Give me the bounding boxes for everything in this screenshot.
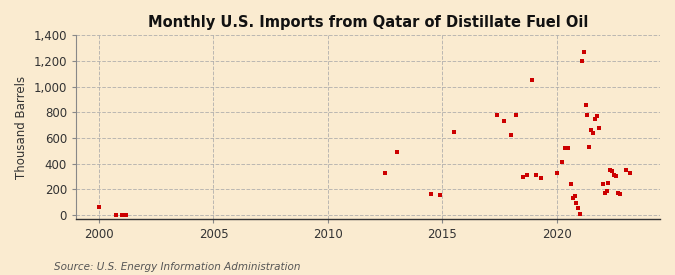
Point [94, 205, 105, 209]
Point [591, 114, 602, 118]
Point [605, 168, 616, 172]
Point [576, 59, 587, 63]
Point [517, 175, 528, 179]
Point [603, 181, 614, 186]
Point [584, 145, 595, 149]
Point [614, 191, 625, 196]
Point [392, 150, 402, 154]
Text: Source: U.S. Energy Information Administration: Source: U.S. Energy Information Administ… [54, 262, 300, 272]
Y-axis label: Thousand Barrels: Thousand Barrels [15, 75, 28, 178]
Point [556, 160, 567, 164]
Point [551, 170, 562, 175]
Point [526, 78, 537, 82]
Point [620, 168, 631, 172]
Point [611, 174, 622, 178]
Point [510, 113, 521, 117]
Point [570, 194, 580, 199]
Point [593, 125, 604, 130]
Point [590, 117, 601, 121]
Point [580, 102, 591, 107]
Point [597, 182, 608, 186]
Point [492, 113, 503, 117]
Title: Monthly U.S. Imports from Qatar of Distillate Fuel Oil: Monthly U.S. Imports from Qatar of Disti… [148, 15, 588, 30]
Point [380, 171, 391, 175]
Point [506, 133, 516, 138]
Point [111, 213, 122, 217]
Point [568, 196, 578, 200]
Point [565, 182, 576, 186]
Point [560, 145, 570, 150]
Point [607, 169, 618, 174]
Point [574, 211, 585, 216]
Point [117, 213, 128, 217]
Point [499, 119, 510, 123]
Point [522, 173, 533, 177]
Point [448, 129, 459, 134]
Point [599, 191, 610, 195]
Point [535, 176, 546, 180]
Point [426, 192, 437, 197]
Point [578, 50, 589, 54]
Point [624, 171, 635, 175]
Point [588, 131, 599, 135]
Point [563, 145, 574, 150]
Point [601, 188, 612, 193]
Point [572, 206, 583, 210]
Point [613, 191, 624, 195]
Point [582, 113, 593, 117]
Point [435, 193, 446, 197]
Point [531, 173, 542, 177]
Point [586, 128, 597, 133]
Point [609, 173, 620, 177]
Point [121, 213, 132, 217]
Point [571, 201, 582, 205]
